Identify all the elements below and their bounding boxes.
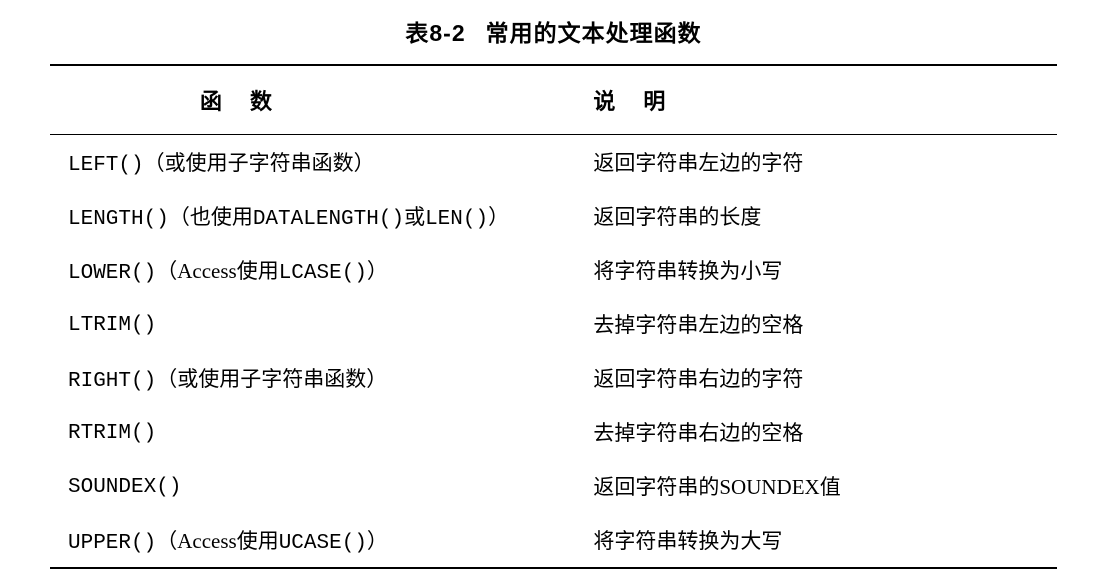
table-row: RTRIM() 去掉字符串右边的空格 — [50, 405, 1057, 459]
description-cell: 返回字符串的长度 — [533, 189, 1057, 243]
header-function: 函数 — [50, 65, 533, 135]
function-cell: LENGTH()（也使用DATALENGTH()或LEN()） — [50, 189, 533, 243]
table-row: LOWER()（Access使用LCASE()） 将字符串转换为小写 — [50, 243, 1057, 297]
function-cell: LEFT()（或使用子字符串函数） — [50, 135, 533, 190]
table-caption: 表8-2 常用的文本处理函数 — [50, 14, 1057, 48]
description-cell: 将字符串转换为大写 — [533, 513, 1057, 568]
caption-title: 常用的文本处理函数 — [486, 20, 702, 46]
function-cell: RTRIM() — [50, 405, 533, 459]
function-cell: RIGHT()（或使用子字符串函数） — [50, 351, 533, 405]
function-cell: SOUNDEX() — [50, 459, 533, 513]
header-description: 说明 — [533, 65, 1057, 135]
functions-table: 函数 说明 LEFT()（或使用子字符串函数） 返回字符串左边的字符 LENGT… — [50, 64, 1057, 569]
table-container: 表8-2 常用的文本处理函数 函数 说明 LEFT()（或使用子字符串函数） 返回… — [50, 14, 1057, 569]
caption-prefix: 表8-2 — [405, 20, 465, 46]
table-row: SOUNDEX() 返回字符串的SOUNDEX值 — [50, 459, 1057, 513]
table-row: RIGHT()（或使用子字符串函数） 返回字符串右边的字符 — [50, 351, 1057, 405]
description-cell: 返回字符串左边的字符 — [533, 135, 1057, 190]
table-body: LEFT()（或使用子字符串函数） 返回字符串左边的字符 LENGTH()（也使… — [50, 135, 1057, 569]
description-cell: 去掉字符串左边的空格 — [533, 297, 1057, 351]
description-cell: 返回字符串右边的字符 — [533, 351, 1057, 405]
description-cell: 返回字符串的SOUNDEX值 — [533, 459, 1057, 513]
table-header-row: 函数 说明 — [50, 65, 1057, 135]
description-cell: 将字符串转换为小写 — [533, 243, 1057, 297]
description-cell: 去掉字符串右边的空格 — [533, 405, 1057, 459]
function-cell: UPPER()（Access使用UCASE()） — [50, 513, 533, 568]
table-row: LTRIM() 去掉字符串左边的空格 — [50, 297, 1057, 351]
function-cell: LTRIM() — [50, 297, 533, 351]
table-row: UPPER()（Access使用UCASE()） 将字符串转换为大写 — [50, 513, 1057, 568]
function-cell: LOWER()（Access使用LCASE()） — [50, 243, 533, 297]
table-row: LEFT()（或使用子字符串函数） 返回字符串左边的字符 — [50, 135, 1057, 190]
table-row: LENGTH()（也使用DATALENGTH()或LEN()） 返回字符串的长度 — [50, 189, 1057, 243]
